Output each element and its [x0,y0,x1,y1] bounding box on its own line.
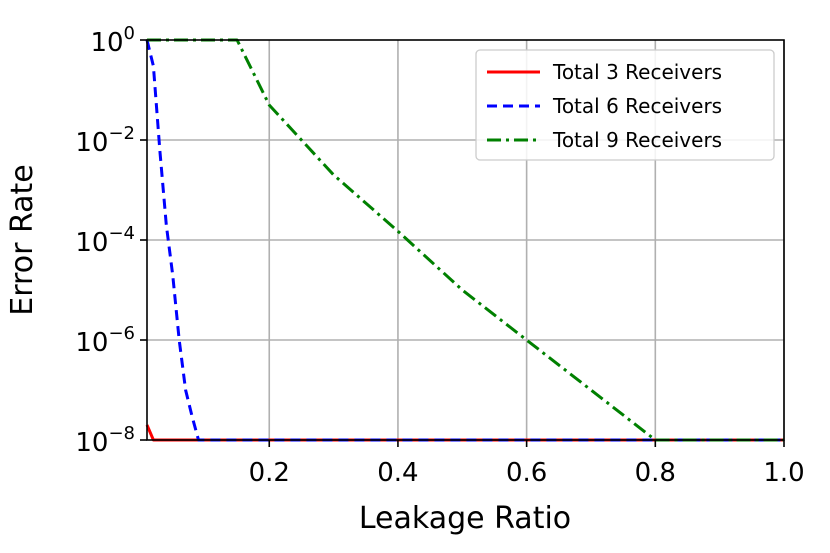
series-line-2 [145,39,784,442]
x-tick-labels: 0.2 0.4 0.6 0.8 1.0 [249,458,805,488]
y-axis-label: Error Rate [5,164,40,315]
legend-box [475,49,775,161]
legend-label: Total 3 Receivers [552,60,722,84]
legend: Total 3 Receivers Total 6 Receivers Total … [475,49,775,161]
series-line-1 [145,424,784,442]
legend-label: Total 9 Receivers [552,128,722,152]
ticks [140,39,785,447]
y-tick-label: 10−6 [75,323,135,358]
y-tick-labels: 100 10−2 10−4 10−6 10−8 [75,23,135,458]
x-tick-label: 1.0 [763,458,804,488]
y-tick-label: 100 [90,23,135,58]
y-tick-label: 10−4 [75,223,135,258]
x-tick-label: 0.4 [377,458,418,488]
x-tick-label: 0.6 [506,458,547,488]
x-tick-label: 0.8 [635,458,676,488]
legend-label: Total 6 Receivers [552,94,722,118]
x-axis-label: Leakage Ratio [359,501,571,536]
y-tick-label: 10−2 [75,123,135,158]
x-tick-label: 0.2 [249,458,290,488]
y-tick-label: 10−8 [75,423,135,458]
